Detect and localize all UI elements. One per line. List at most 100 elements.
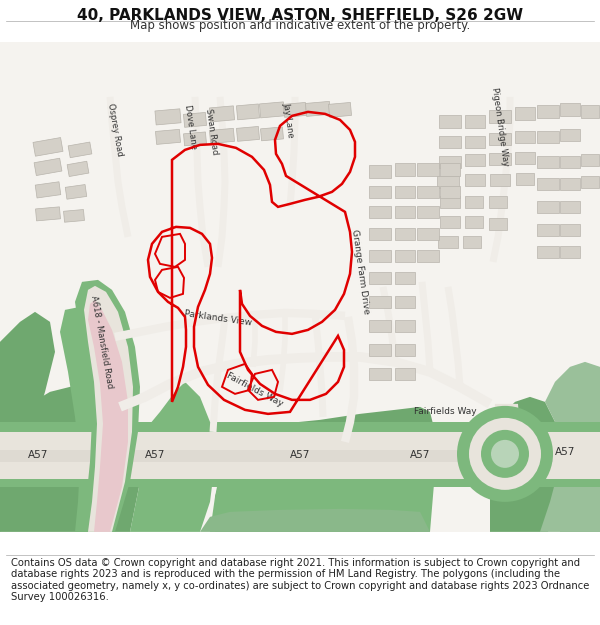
Polygon shape (489, 133, 511, 145)
Polygon shape (328, 102, 352, 118)
Text: A57: A57 (410, 450, 430, 460)
Text: A618 - Mansfield Road: A618 - Mansfield Road (89, 294, 115, 389)
Text: Jay Lane: Jay Lane (281, 102, 295, 138)
Polygon shape (395, 163, 415, 176)
Circle shape (469, 418, 541, 490)
Text: Fairfields Way: Fairfields Way (225, 371, 285, 409)
Polygon shape (259, 102, 284, 118)
Polygon shape (417, 228, 439, 240)
Polygon shape (0, 312, 55, 532)
Polygon shape (560, 156, 580, 168)
Polygon shape (67, 161, 89, 176)
Text: Fairfields Way: Fairfields Way (413, 408, 476, 416)
Text: Osprey Road: Osprey Road (106, 102, 124, 157)
Polygon shape (540, 362, 600, 532)
Polygon shape (369, 344, 391, 356)
Text: Pigeon Bridge Way: Pigeon Bridge Way (490, 87, 510, 167)
Polygon shape (465, 116, 485, 128)
Polygon shape (489, 218, 507, 230)
Polygon shape (33, 138, 63, 156)
Polygon shape (395, 296, 415, 308)
Polygon shape (395, 368, 415, 380)
Text: Parklands View: Parklands View (184, 309, 253, 327)
Text: A57: A57 (290, 450, 310, 460)
Polygon shape (489, 111, 511, 123)
Polygon shape (369, 368, 391, 380)
Polygon shape (0, 382, 140, 532)
Text: Map shows position and indicative extent of the property.: Map shows position and indicative extent… (130, 19, 470, 32)
Polygon shape (65, 184, 87, 199)
Polygon shape (35, 207, 61, 221)
Polygon shape (417, 186, 439, 198)
Polygon shape (560, 224, 580, 236)
Polygon shape (209, 106, 235, 122)
Polygon shape (439, 156, 461, 168)
Polygon shape (395, 320, 415, 332)
Polygon shape (537, 246, 559, 258)
Polygon shape (537, 106, 559, 118)
Polygon shape (0, 42, 600, 532)
Polygon shape (437, 176, 459, 188)
Polygon shape (417, 163, 439, 176)
Polygon shape (438, 236, 458, 248)
Polygon shape (75, 280, 140, 532)
Polygon shape (84, 286, 133, 532)
Text: Contains OS data © Crown copyright and database right 2021. This information is : Contains OS data © Crown copyright and d… (11, 558, 589, 602)
Polygon shape (417, 250, 439, 262)
Polygon shape (369, 166, 391, 178)
Polygon shape (515, 107, 535, 121)
Circle shape (457, 406, 553, 502)
Polygon shape (305, 101, 331, 116)
Polygon shape (35, 182, 61, 198)
Polygon shape (440, 216, 460, 228)
Polygon shape (439, 136, 461, 148)
Text: Grange Farm Drive: Grange Farm Drive (350, 229, 370, 315)
Polygon shape (537, 156, 559, 168)
Polygon shape (553, 437, 600, 472)
Polygon shape (88, 300, 128, 532)
Polygon shape (0, 432, 600, 479)
Polygon shape (537, 131, 559, 143)
Polygon shape (515, 131, 535, 143)
Polygon shape (395, 206, 415, 218)
Polygon shape (369, 206, 391, 218)
Polygon shape (260, 127, 283, 141)
Polygon shape (489, 196, 507, 208)
Polygon shape (417, 206, 439, 218)
Polygon shape (395, 250, 415, 262)
Text: A57: A57 (28, 450, 48, 460)
Polygon shape (560, 129, 580, 141)
Polygon shape (369, 186, 391, 198)
Polygon shape (465, 154, 485, 166)
Text: 40, PARKLANDS VIEW, ASTON, SHEFFIELD, S26 2GW: 40, PARKLANDS VIEW, ASTON, SHEFFIELD, S2… (77, 8, 523, 22)
Polygon shape (581, 154, 599, 166)
Polygon shape (560, 201, 580, 213)
Polygon shape (210, 444, 435, 532)
Text: Dove Lane: Dove Lane (184, 104, 199, 150)
Polygon shape (465, 136, 485, 148)
Polygon shape (184, 112, 206, 128)
Polygon shape (369, 228, 391, 240)
Polygon shape (560, 178, 580, 190)
Polygon shape (440, 196, 460, 208)
Polygon shape (236, 126, 260, 141)
Polygon shape (395, 228, 415, 240)
Polygon shape (130, 382, 215, 532)
Polygon shape (537, 178, 559, 190)
Polygon shape (537, 224, 559, 236)
Polygon shape (581, 106, 599, 118)
Polygon shape (369, 296, 391, 308)
Polygon shape (64, 209, 85, 222)
Polygon shape (283, 102, 307, 118)
Polygon shape (0, 450, 600, 462)
Polygon shape (200, 509, 430, 532)
Polygon shape (490, 174, 510, 186)
Polygon shape (369, 320, 391, 332)
Polygon shape (560, 246, 580, 258)
Polygon shape (490, 397, 558, 532)
Circle shape (491, 440, 519, 468)
Polygon shape (369, 250, 391, 262)
Polygon shape (560, 103, 580, 116)
Polygon shape (68, 142, 92, 158)
Text: Swan Road: Swan Road (205, 108, 220, 156)
